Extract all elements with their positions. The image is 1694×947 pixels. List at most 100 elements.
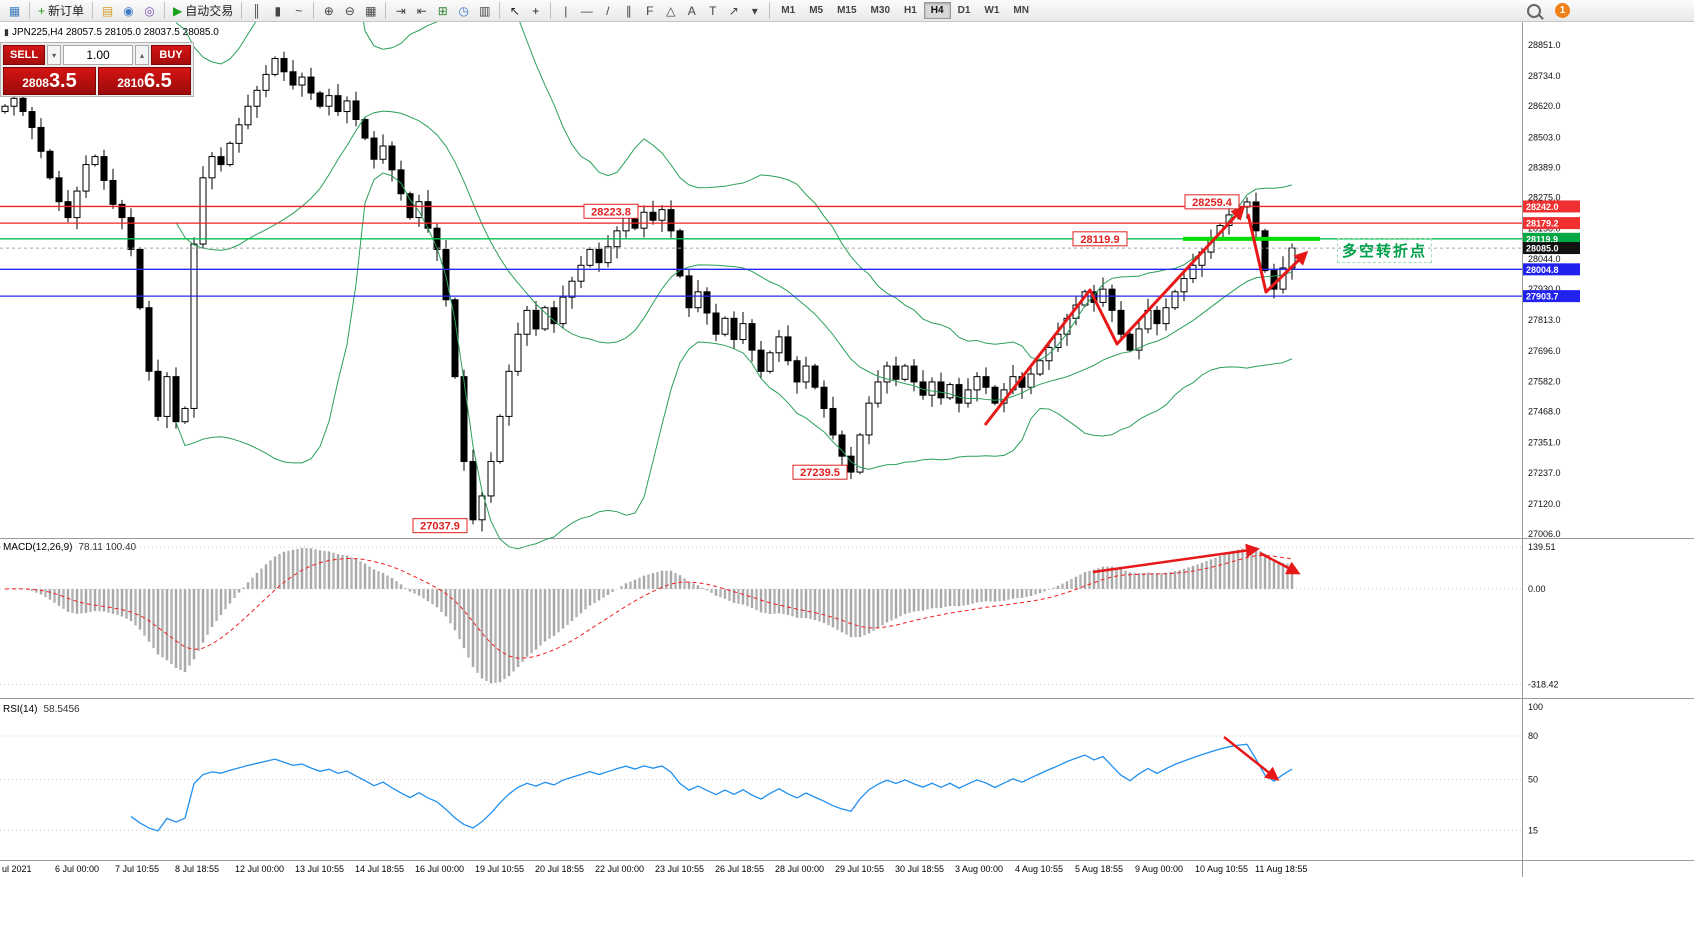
buy-price-display[interactable]: 2810 6.5 [98,67,191,95]
cursor-icon[interactable]: ↖ [504,1,525,20]
time-axis-label: 23 Jul 10:55 [655,864,705,874]
sell-button[interactable]: SELL [3,45,46,65]
timeframe-h1[interactable]: H1 [897,2,924,19]
candlestick-chart-icon[interactable]: ▮ [267,1,288,20]
alerts-icon[interactable]: ◎ [139,1,160,20]
price-annotation-text: 28119.9 [1080,234,1119,246]
timeframe-m1[interactable]: M1 [774,2,802,19]
auto-trading-button[interactable]: ▶ 自动交易 [169,1,237,20]
profiles-icon[interactable]: ◉ [118,1,139,20]
price-axis-labels: 28851.0 28734.0 28620.0 28503.0 28389.0 28275… [1528,40,1561,539]
zoom-out-icon: ⊖ [344,3,355,18]
zoom-in-icon[interactable]: ⊕ [318,1,339,20]
arrows-tool-icon: ↗ [728,3,739,18]
fibonacci-icon[interactable]: F [639,1,660,20]
svg-text:27930.0: 27930.0 [1528,284,1561,294]
trend-arrow[interactable] [1246,213,1309,294]
time-axis-label: 6 Jul 00:00 [55,864,100,874]
templates-icon[interactable]: ▥ [474,1,495,20]
timeframe-m30[interactable]: M30 [864,2,897,19]
toolbar-separator [92,2,94,19]
time-axis-label: 22 Jul 00:00 [595,864,645,874]
chart-shift-icon[interactable]: ⇤ [411,1,432,20]
macd-histogram [8,547,1294,684]
timeframe-w1[interactable]: W1 [977,2,1006,19]
chart-canvas[interactable]: 28851.0 28734.0 28620.0 28503.0 28389.0 28275… [0,22,1694,947]
macd-axis-label: -318.42 [1528,680,1559,690]
label-icon[interactable]: T [702,1,723,20]
trend-arrow[interactable] [1223,736,1280,781]
price-annotation-text: 28259.4 [1192,197,1233,209]
channel-icon[interactable]: ∥ [618,1,639,20]
time-axis: ul 2021 6 Jul 00:00 7 Jul 10:55 8 Jul 18:55… [0,861,1694,879]
time-axis-label: 16 Jul 00:00 [415,864,465,874]
sell-price-small: 2808 [22,76,49,90]
text-icon: A [687,3,696,18]
horizontal-levels[interactable] [0,205,1522,297]
svg-text:28851.0: 28851.0 [1528,40,1561,50]
timeframe-d1[interactable]: D1 [951,2,978,19]
price-annotation-box[interactable] [1072,231,1128,247]
time-axis-label: 10 Aug 10:55 [1195,864,1249,874]
new-order-button: + [38,3,46,18]
time-axis-label: 11 Aug 18:55 [1255,864,1308,874]
crosshair-icon[interactable]: + [525,1,546,20]
svg-text:28503.0: 28503.0 [1528,132,1561,142]
toolbar-separator [769,2,771,19]
price-tag [1523,200,1580,213]
price-annotation-box[interactable] [583,203,639,219]
price-annotation-box[interactable] [792,464,848,480]
new-order-button[interactable]: + 新订单 [34,1,88,20]
arrows-tool-icon[interactable]: ↗ [723,1,744,20]
volume-input[interactable] [63,45,133,65]
time-axis-label: 26 Jul 18:55 [715,864,765,874]
tile-windows-icon[interactable]: ▦ [360,1,381,20]
candlestick-mini-icon: ▮ [4,27,9,37]
trend-arrow[interactable] [983,205,1246,426]
text-icon[interactable]: A [681,1,702,20]
timeframe-m5[interactable]: M5 [802,2,830,19]
horizontal-line-icon[interactable]: — [576,1,597,20]
channel-icon: ∥ [625,3,632,18]
price-annotation-box[interactable] [412,518,468,534]
trend-arrow[interactable] [1259,551,1301,575]
svg-text:28620.0: 28620.0 [1528,101,1561,111]
tools-dropdown-icon[interactable]: ▾ [744,1,765,20]
vertical-line-icon[interactable]: | [555,1,576,20]
search-icon[interactable] [1527,3,1541,18]
shapes-icon[interactable]: △ [660,1,681,20]
svg-text:27903.7: 27903.7 [1526,292,1559,302]
zoom-out-icon[interactable]: ⊖ [339,1,360,20]
bar-chart-icon[interactable]: ║ [246,1,267,20]
chart-window-icon[interactable]: ▦ [4,1,25,20]
volume-increase-button[interactable]: ▴ [135,45,149,65]
time-axis-label: 9 Aug 00:00 [1135,864,1184,874]
buy-price-large: 6.5 [143,70,172,92]
svg-text:28242.0: 28242.0 [1526,202,1559,212]
trend-arrow[interactable] [1092,543,1260,574]
volume-decrease-button[interactable]: ▾ [47,45,62,65]
svg-text:28734.0: 28734.0 [1528,71,1561,81]
notification-badge[interactable]: 1 [1555,3,1570,18]
auto-trading-button-label: 自动交易 [185,4,234,18]
indicators-folder-icon[interactable]: ▤ [97,1,118,20]
line-chart-icon[interactable]: ~ [288,1,309,20]
price-annotation-box[interactable] [1184,194,1240,210]
auto-scroll-icon[interactable]: ⇥ [390,1,411,20]
timeframe-h4[interactable]: H4 [923,2,951,19]
timeframe-m15[interactable]: M15 [830,2,863,19]
crosshair-icon: + [532,3,540,18]
time-axis-label: 14 Jul 18:55 [355,864,405,874]
sell-price-display[interactable]: 2808 3.5 [3,67,96,95]
time-axis-label: 12 Jul 00:00 [235,864,285,874]
time-axis-label: 8 Jul 18:55 [175,864,220,874]
price-tag [1523,217,1580,230]
timeframe-mn[interactable]: MN [1006,2,1036,19]
rsi-axis-label: 80 [1528,731,1538,741]
zoom-in-icon: ⊕ [323,3,334,18]
new-indicator-icon[interactable]: ⊞ [432,1,453,20]
trendline-icon[interactable]: / [597,1,618,20]
period-icon[interactable]: ◷ [453,1,474,20]
buy-button[interactable]: BUY [151,45,191,65]
cursor-icon: ↖ [509,3,520,18]
